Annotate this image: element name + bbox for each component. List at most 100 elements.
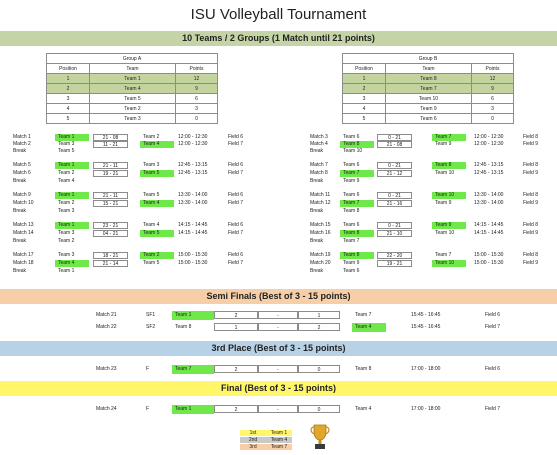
group-b-title: Group B xyxy=(342,53,514,64)
match-label: Match 20 xyxy=(310,260,331,266)
team-cell: Team 6 xyxy=(343,222,360,228)
team-cell: Team 3 xyxy=(58,208,75,214)
match-label: Match 19 xyxy=(310,252,331,258)
team-cell: Team 7 xyxy=(432,134,466,141)
match-field: Field 7 xyxy=(228,260,244,266)
match-label: Match 5 xyxy=(13,162,31,168)
final-banner: Final (Best of 3 - 15 points) xyxy=(0,381,557,396)
match-time: 12:45 - 13:15 xyxy=(474,162,504,168)
team-cell: Team 3 xyxy=(58,252,75,258)
score-box: 19 - 21 xyxy=(377,260,412,267)
set-score: 1 xyxy=(298,311,340,319)
table-row: 3 Team 10 6 xyxy=(342,93,514,104)
match-time: 12:00 - 12:30 xyxy=(178,134,208,140)
team-cell: Team 9 xyxy=(435,200,452,206)
match-time: 13:30 - 14:00 xyxy=(178,192,208,198)
match-label: Match 2 xyxy=(13,141,31,147)
team-cell: Team 9 xyxy=(343,260,360,266)
team-cell: Team 4 xyxy=(352,323,386,332)
team-cell: Team 6 xyxy=(343,134,360,140)
match-label: Break xyxy=(13,148,27,154)
match-field: Field 6 xyxy=(228,222,244,228)
round-label: F xyxy=(146,366,150,372)
set-score: 2 xyxy=(214,365,258,373)
score-box: 21 - 11 xyxy=(93,192,128,199)
trophy-icon xyxy=(310,424,330,449)
team-cell: Team 5 xyxy=(140,230,174,237)
set-dash: - xyxy=(258,311,298,319)
match-label: Match 21 xyxy=(96,312,117,318)
team-cell: Team 6 xyxy=(343,192,360,198)
team-cell: Team 8 xyxy=(343,208,360,214)
col-header: Team xyxy=(385,63,472,74)
match-field: Field 9 xyxy=(523,260,539,266)
match-time: 12:45 - 13:15 xyxy=(474,170,504,176)
team-cell: Team 7 xyxy=(340,170,374,177)
team-cell: Team 1 xyxy=(55,192,89,199)
set-score: 1 xyxy=(214,323,258,331)
score-box: 21 - 16 xyxy=(377,200,412,207)
set-score: 0 xyxy=(298,365,340,373)
third-place-banner: 3rd Place (Best of 3 - 15 points) xyxy=(0,341,557,356)
score-box: 22 - 20 xyxy=(377,252,412,259)
podium-team: Team 4 xyxy=(266,437,292,443)
team-cell: Team 9 xyxy=(343,178,360,184)
team-cell: Team 8 xyxy=(340,252,374,259)
match-label: Match 13 xyxy=(13,222,34,228)
team-cell: Team 9 xyxy=(435,141,452,147)
match-time: 15:00 - 15:30 xyxy=(474,252,504,258)
team-cell: Team 10 xyxy=(435,170,455,176)
match-field: Field 8 xyxy=(523,222,539,228)
match-time: 14:15 - 14:45 xyxy=(474,230,504,236)
match-time: 13:30 - 14:00 xyxy=(178,200,208,206)
match-label: Match 10 xyxy=(13,200,34,206)
team-cell: Team 1 xyxy=(55,162,89,169)
score-box: 23 - 21 xyxy=(93,222,128,229)
score-box: 0 - 21 xyxy=(377,162,412,169)
match-field: Field 9 xyxy=(523,141,539,147)
podium-place: 3rd xyxy=(240,444,266,450)
match-time: 12:45 - 13:15 xyxy=(178,162,208,168)
match-label: Match 6 xyxy=(13,170,31,176)
match-time: 15:00 - 15:30 xyxy=(178,260,208,266)
match-label: Match 9 xyxy=(13,192,31,198)
team-cell: Team 7 xyxy=(172,365,214,374)
score-box: 21 - 08 xyxy=(377,141,412,148)
team-cell: Team 5 xyxy=(143,260,160,266)
semi-finals-banner: Semi Finals (Best of 3 - 15 points) xyxy=(0,289,557,304)
team-cell: Team 5 xyxy=(140,170,174,177)
match-label: Match 11 xyxy=(310,192,331,198)
match-label: Break xyxy=(310,178,324,184)
match-time: 12:00 - 12:30 xyxy=(474,141,504,147)
match-field: Field 6 xyxy=(485,312,501,318)
team-cell: Team 10 xyxy=(432,192,466,199)
match-label: Match 18 xyxy=(13,260,34,266)
team-cell: Team 2 xyxy=(58,170,75,176)
match-label: Match 1 xyxy=(13,134,31,140)
score-box: 19 - 21 xyxy=(93,170,128,177)
match-label: Match 23 xyxy=(96,366,117,372)
team-cell: Team 1 xyxy=(55,222,89,229)
team-cell: Team 1 xyxy=(58,268,75,274)
col-header: Position xyxy=(342,63,386,74)
match-time: 13:30 - 14:00 xyxy=(474,200,504,206)
team-cell: Team 10 xyxy=(343,148,363,154)
score-box: 18 - 21 xyxy=(93,252,128,259)
team-cell: Team 1 xyxy=(55,134,89,141)
table-row: 1 Team 1 12 xyxy=(46,73,218,84)
team-cell: Team 2 xyxy=(143,134,160,140)
match-field: Field 6 xyxy=(228,134,244,140)
group-stage-banner: 10 Teams / 2 Groups (1 Match until 21 po… xyxy=(0,31,557,46)
match-time: 14:15 - 14:45 xyxy=(178,230,208,236)
team-cell: Team 8 xyxy=(340,230,374,237)
team-cell: Team 6 xyxy=(343,268,360,274)
match-field: Field 7 xyxy=(485,406,501,412)
match-label: Match 8 xyxy=(310,170,328,176)
match-label: Match 15 xyxy=(310,222,331,228)
score-box: 21 - 12 xyxy=(377,170,412,177)
set-score: 2 xyxy=(298,323,340,331)
